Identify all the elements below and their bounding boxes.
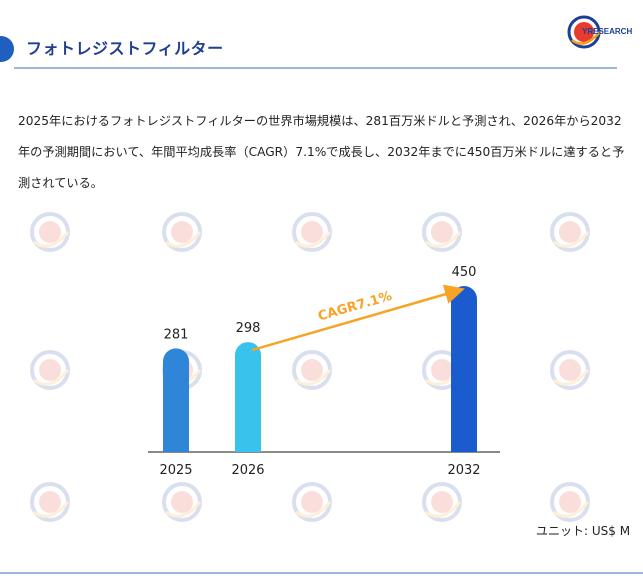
x-tick-label-2026: 2026 [231, 463, 264, 478]
data-label-2025: 281 [164, 327, 189, 342]
description-text: 2025年におけるフォトレジストフィルターの世界市場規模は、281百万米ドルと予… [18, 114, 625, 190]
bar-2026 [235, 342, 261, 452]
qyresearch-globe-logo-icon [567, 15, 601, 49]
bar-2032 [451, 286, 477, 452]
page-title: フォトレジストフィルター [26, 39, 224, 58]
header-divider [14, 67, 617, 69]
logo-text: YRESEARCH [582, 27, 633, 36]
data-label-2026: 298 [236, 321, 261, 336]
data-label-2032: 450 [452, 265, 477, 280]
unit-label: ユニット: US$ M [536, 524, 631, 538]
x-tick-label-2032: 2032 [447, 463, 480, 478]
bar-2025 [163, 348, 189, 452]
footer-divider [0, 572, 643, 574]
x-tick-label-2025: 2025 [159, 463, 192, 478]
cagr-arrow [251, 284, 465, 352]
qyresearch-logo: YRESEARCH [566, 10, 633, 54]
header: フォトレジストフィルター YRESEARCH [0, 0, 643, 72]
header-accent-tab [0, 36, 14, 62]
